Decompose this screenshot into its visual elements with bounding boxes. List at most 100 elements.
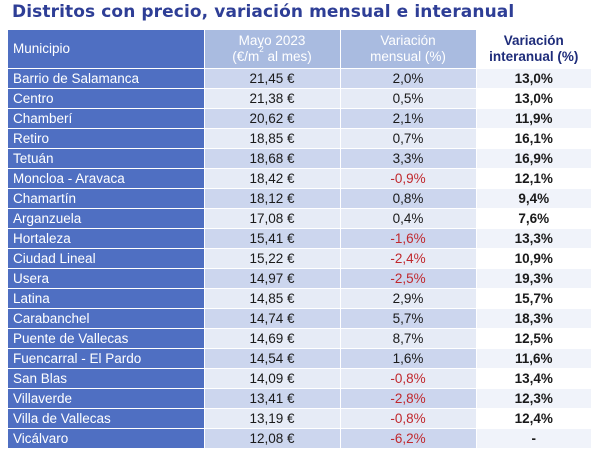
header-mensual-line2: mensual (%): [370, 49, 446, 64]
table-row: Puente de Vallecas 14,69 €8,7% 12,5%: [8, 328, 591, 349]
table-body: Barrio de Salamanca 21,45 €2,0% 13,0% Centr…: [8, 68, 591, 448]
page-title: Distritos con precio, variación mensual …: [12, 2, 515, 22]
cell-municipio: Tetuán: [8, 148, 205, 169]
table-header-row: Municipio Mayo 2023 (€/m2 al mes) Variac…: [8, 30, 591, 69]
cell-municipio: Usera: [8, 268, 205, 289]
cell-mensual: 0,4%: [340, 208, 477, 229]
cell-interanual: 13,3%: [476, 228, 591, 249]
cell-mensual: -2,4%: [340, 248, 477, 269]
table-row: Chamartín 18,12 €0,8% 9,4%: [8, 188, 591, 209]
cell-interanual: 11,6%: [476, 348, 591, 369]
cell-mensual: -2,8%: [340, 388, 477, 409]
cell-interanual: -: [476, 428, 591, 448]
table-row: Moncloa - Aravaca 18,42 € -0,9% 12,1%: [8, 168, 591, 189]
header-municipio-label: Municipio: [13, 41, 71, 56]
cell-mensual: 1,6%: [340, 348, 477, 369]
header-price-line2: (€/m2 al mes): [232, 45, 312, 64]
header-price-unit-sup: 2: [259, 44, 264, 54]
cell-municipio: Latina: [8, 288, 205, 309]
cell-interanual: 13,0%: [476, 68, 591, 89]
cell-interanual: 11,9%: [476, 108, 591, 129]
cell-municipio: Arganzuela: [8, 208, 205, 229]
cell-mensual: 0,5%: [340, 88, 477, 109]
cell-interanual: 12,1%: [476, 168, 591, 189]
cell-price: 12,08 €: [204, 428, 341, 448]
table-row: Carabanchel 14,74 €5,7% 18,3%: [8, 308, 591, 329]
cell-price: 14,85 €: [204, 288, 341, 309]
districts-table: Municipio Mayo 2023 (€/m2 al mes) Variac…: [8, 30, 591, 448]
cell-mensual: -0,8%: [340, 368, 477, 389]
cell-price: 21,38 €: [204, 88, 341, 109]
table-row: Hortaleza 15,41 € -1,6% 13,3%: [8, 228, 591, 249]
cell-mensual: 2,0%: [340, 68, 477, 89]
header-interanual-line2: interanual (%): [489, 49, 579, 64]
cell-price: 21,45 €: [204, 68, 341, 89]
header-price-unit-pre: (€/m: [232, 49, 260, 64]
header-municipio: Municipio: [8, 30, 205, 69]
cell-municipio: Chamartín: [8, 188, 205, 209]
cell-interanual: 16,1%: [476, 128, 591, 149]
cell-interanual: 12,5%: [476, 328, 591, 349]
cell-price: 14,09 €: [204, 368, 341, 389]
cell-municipio: Puente de Vallecas: [8, 328, 205, 349]
cell-municipio: Hortaleza: [8, 228, 205, 249]
cell-municipio: Villaverde: [8, 388, 205, 409]
cell-mensual: 8,7%: [340, 328, 477, 349]
cell-municipio: Moncloa - Aravaca: [8, 168, 205, 189]
cell-price: 13,19 €: [204, 408, 341, 429]
table-row: Vicálvaro 12,08 € -6,2% -: [8, 428, 591, 448]
cell-municipio: Barrio de Salamanca: [8, 68, 205, 89]
cell-mensual: -2,5%: [340, 268, 477, 289]
cell-price: 15,41 €: [204, 228, 341, 249]
cell-municipio: Centro: [8, 88, 205, 109]
cell-interanual: 10,9%: [476, 248, 591, 269]
cell-municipio: San Blas: [8, 368, 205, 389]
cell-mensual: 0,8%: [340, 188, 477, 209]
header-interanual-line1: Variación: [503, 33, 564, 48]
cell-municipio: Carabanchel: [8, 308, 205, 329]
cell-mensual: 2,9%: [340, 288, 477, 309]
table-row: Fuencarral - El Pardo 14,54 €1,6% 11,6%: [8, 348, 591, 369]
table-row: Villaverde 13,41 € -2,8% 12,3%: [8, 388, 591, 409]
cell-price: 18,12 €: [204, 188, 341, 209]
cell-interanual: 12,3%: [476, 388, 591, 409]
header-price-unit-post: al mes): [263, 49, 312, 64]
cell-mensual: -1,6%: [340, 228, 477, 249]
header-interanual: Variación interanual (%): [476, 30, 591, 69]
cell-mensual: -0,8%: [340, 408, 477, 429]
cell-municipio: Vicálvaro: [8, 428, 205, 448]
cell-municipio: Fuencarral - El Pardo: [8, 348, 205, 369]
cell-interanual: 12,4%: [476, 408, 591, 429]
table-row: Retiro 18,85 €0,7% 16,1%: [8, 128, 591, 149]
cell-interanual: 16,9%: [476, 148, 591, 169]
cell-interanual: 18,3%: [476, 308, 591, 329]
table-row: Tetuán 18,68 €3,3% 16,9%: [8, 148, 591, 169]
table-row: Usera 14,97 € -2,5% 19,3%: [8, 268, 591, 289]
cell-mensual: 5,7%: [340, 308, 477, 329]
cell-mensual: -0,9%: [340, 168, 477, 189]
table-row: Ciudad Lineal 15,22 € -2,4% 10,9%: [8, 248, 591, 269]
table-row: San Blas 14,09 € -0,8% 13,4%: [8, 368, 591, 389]
cell-municipio: Retiro: [8, 128, 205, 149]
cell-interanual: 13,4%: [476, 368, 591, 389]
table-row: Barrio de Salamanca 21,45 €2,0% 13,0%: [8, 68, 591, 89]
cell-price: 17,08 €: [204, 208, 341, 229]
table-row: Latina 14,85 €2,9% 15,7%: [8, 288, 591, 309]
header-mensual: Variación mensual (%): [340, 30, 477, 69]
cell-mensual: 2,1%: [340, 108, 477, 129]
cell-price: 14,97 €: [204, 268, 341, 289]
table-row: Villa de Vallecas 13,19 € -0,8% 12,4%: [8, 408, 591, 429]
cell-mensual: 3,3%: [340, 148, 477, 169]
cell-municipio: Chamberí: [8, 108, 205, 129]
cell-price: 14,69 €: [204, 328, 341, 349]
cell-interanual: 13,0%: [476, 88, 591, 109]
cell-interanual: 19,3%: [476, 268, 591, 289]
header-mensual-line1: Variación: [380, 33, 436, 48]
cell-price: 15,22 €: [204, 248, 341, 269]
cell-price: 20,62 €: [204, 108, 341, 129]
cell-interanual: 9,4%: [476, 188, 591, 209]
cell-municipio: Villa de Vallecas: [8, 408, 205, 429]
cell-price: 13,41 €: [204, 388, 341, 409]
cell-price: 18,68 €: [204, 148, 341, 169]
